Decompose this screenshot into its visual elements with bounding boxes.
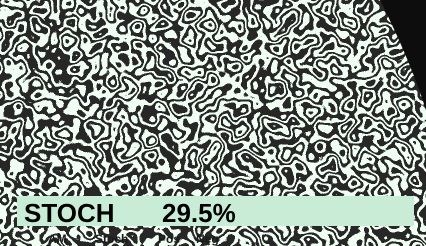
device-screen: STOCH 29.5% AM Stoch Pos Neg <box>0 0 426 246</box>
value-label: 29.5% <box>162 198 236 228</box>
pattern-display <box>17 12 414 196</box>
button-label[interactable]: Pos <box>158 232 180 246</box>
button-label[interactable]: AM <box>48 232 67 246</box>
screenshot: STOCH 29.5% AM Stoch Pos Neg <box>0 0 426 246</box>
button-label[interactable]: Stoch <box>95 232 128 246</box>
button-label[interactable]: Neg <box>196 232 219 246</box>
mode-label: STOCH <box>24 198 115 228</box>
